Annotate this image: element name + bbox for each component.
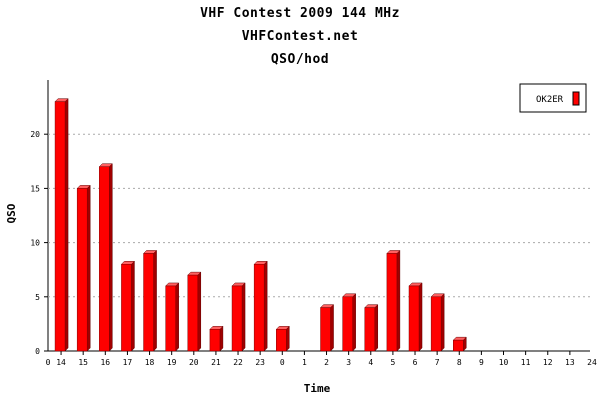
x-tick-label: 17 [123,358,133,367]
bar [342,296,353,352]
x-tick-label: 15 [78,358,88,367]
legend-label: OK2ER [536,95,564,105]
bar [54,101,66,352]
x-tick-label: 2 [324,358,329,367]
bar-side [109,163,113,352]
bar-side [396,249,401,352]
y-tick-label: 0 [35,347,40,356]
x-tick-label: 19 [167,358,177,367]
bar [99,166,110,352]
bar-side [197,271,202,352]
x-tick-label: 5 [390,358,395,367]
bar [165,285,176,352]
y-tick-label: 15 [30,184,40,193]
bar [121,264,132,352]
x-tick-label: 11 [521,358,531,367]
x-tick-label: 7 [435,358,440,367]
x-tick-label: 13 [565,358,575,367]
bar-side [175,282,179,352]
bar [253,264,265,352]
x-tick-label: 6 [413,358,418,367]
y-axis-title: QSO [5,203,18,223]
bar [453,339,464,352]
x-axis-end-label: 24 [587,358,597,367]
x-axis-title: Time [304,382,331,395]
bar [231,285,243,352]
bar [76,188,88,352]
chart-subtitle-2: QSO/hod [270,52,330,67]
legend-swatch [572,91,580,106]
bar-side [86,184,91,352]
bar-side [440,293,445,352]
x-tick-label: 3 [346,358,351,367]
bar [386,253,398,352]
y-tick-label: 10 [30,239,40,248]
x-tick-label: 9 [479,358,484,367]
x-tick-label: 23 [255,358,265,367]
bar-side [64,98,69,352]
x-tick-label: 20 [189,358,199,367]
bar [276,329,287,352]
bar-side [219,325,224,352]
bar [143,253,154,352]
x-tick-label: 0 [280,358,285,367]
bar [320,307,331,352]
bar-side [418,282,423,352]
bar-side [263,260,268,352]
x-tick-label: 10 [499,358,509,367]
bar [187,274,199,352]
x-tick-label: 21 [211,358,221,367]
x-tick-label: 18 [145,358,155,367]
y-tick-label: 20 [30,130,40,139]
bar [408,285,420,352]
bar-side [153,249,157,352]
x-tick-label: 14 [56,358,66,367]
x-axis-start-label: 0 [46,358,51,367]
x-tick-label: 4 [368,358,373,367]
x-tick-label: 1 [302,358,307,367]
bar-side [131,260,135,352]
bar-side [286,325,290,352]
bar [430,296,442,352]
chart-subtitle: VHFContest.net [241,29,359,44]
bar-side [374,304,379,352]
y-tick-label: 5 [35,293,40,302]
chart-title: VHF Contest 2009 144 MHz [200,6,400,21]
x-tick-label: 22 [233,358,243,367]
bar-side [352,293,356,352]
bar-side [330,304,334,352]
bar [364,307,376,352]
bar-side [241,282,246,352]
bar [209,329,221,352]
x-tick-label: 8 [457,358,462,367]
x-tick-label: 16 [100,358,110,367]
x-tick-label: 12 [543,358,553,367]
